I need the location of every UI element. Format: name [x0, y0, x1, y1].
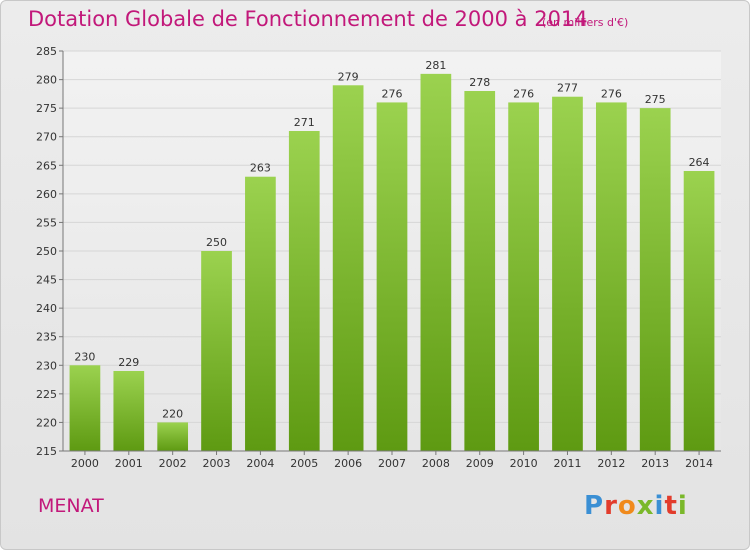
- logo-letter: P: [584, 491, 605, 521]
- bar-2013: [639, 108, 671, 452]
- chart-subtitle: (en milliers d'€): [542, 16, 629, 29]
- y-tick-label: 215: [36, 445, 57, 458]
- data-label: 264: [689, 156, 710, 169]
- bars: [69, 73, 715, 452]
- y-tick-label: 240: [36, 302, 57, 315]
- bar-2001: [113, 371, 145, 451]
- logo-letter: x: [636, 491, 655, 521]
- y-tick-label: 225: [36, 388, 57, 401]
- proxiti-logo: Proxiti: [584, 491, 688, 521]
- bar-2005: [288, 131, 320, 451]
- data-label: 276: [382, 87, 403, 100]
- x-tick-label: 2008: [422, 457, 450, 470]
- bar-2006: [332, 85, 364, 452]
- data-label: 250: [206, 236, 227, 249]
- bar-2010: [508, 102, 539, 451]
- y-tick-label: 230: [36, 359, 57, 372]
- logo-letter: i: [677, 491, 688, 521]
- bar-2004: [245, 176, 276, 451]
- y-tick-label: 245: [36, 274, 57, 287]
- y-tick-label: 265: [36, 159, 57, 172]
- y-tick-label: 255: [36, 216, 57, 229]
- data-label: 276: [601, 87, 622, 100]
- data-label: 276: [513, 87, 534, 100]
- x-tick-label: 2010: [510, 457, 538, 470]
- x-tick-label: 2013: [641, 457, 669, 470]
- bar-2011: [552, 96, 583, 451]
- x-tick-label: 2004: [246, 457, 274, 470]
- x-tick-label: 2011: [553, 457, 581, 470]
- bar-2000: [69, 365, 101, 451]
- x-tick-label: 2000: [71, 457, 99, 470]
- commune-name: MENAT: [38, 495, 104, 517]
- data-label: 277: [557, 82, 578, 95]
- x-tick-label: 2012: [597, 457, 625, 470]
- logo-letter: i: [654, 491, 665, 521]
- y-tick-label: 235: [36, 331, 57, 344]
- bar-2012: [595, 102, 627, 451]
- bar-2009: [464, 91, 496, 451]
- bar-2003: [201, 251, 232, 451]
- y-tick-label: 285: [36, 45, 57, 58]
- x-tick-label: 2005: [290, 457, 318, 470]
- y-tick-label: 250: [36, 245, 57, 258]
- data-label: 281: [425, 59, 446, 72]
- bar-2007: [376, 102, 408, 451]
- data-label: 271: [294, 116, 315, 129]
- data-label: 278: [469, 76, 490, 89]
- data-label: 220: [162, 407, 183, 420]
- x-tick-label: 2001: [115, 457, 143, 470]
- logo-letter: t: [664, 491, 678, 521]
- x-tick-label: 2002: [159, 457, 187, 470]
- axes: 2152202252302352402452502552602652702752…: [36, 45, 721, 470]
- data-label: 279: [338, 70, 359, 83]
- y-tick-label: 275: [36, 102, 57, 115]
- x-tick-label: 2003: [203, 457, 231, 470]
- x-tick-label: 2007: [378, 457, 406, 470]
- bar-2014: [683, 171, 715, 451]
- data-label: 263: [250, 162, 271, 175]
- bar-2008: [420, 73, 452, 451]
- y-tick-label: 270: [36, 131, 57, 144]
- chart-title: Dotation Globale de Fonctionnement de 20…: [28, 7, 588, 31]
- data-labels: 230 229 220 250 263 271 279 276 281 278 276 277 276 2…: [74, 59, 709, 421]
- y-tick-label: 260: [36, 188, 57, 201]
- data-label: 229: [118, 356, 139, 369]
- y-tick-label: 280: [36, 74, 57, 87]
- y-tick-label: 220: [36, 416, 57, 429]
- x-tick-label: 2009: [466, 457, 494, 470]
- bar-2002: [157, 422, 189, 451]
- logo-letter: r: [604, 491, 618, 521]
- data-label: 275: [645, 93, 666, 106]
- data-label: 230: [74, 350, 95, 363]
- x-tick-label: 2006: [334, 457, 362, 470]
- x-tick-label: 2014: [685, 457, 713, 470]
- logo-letter: o: [617, 491, 637, 521]
